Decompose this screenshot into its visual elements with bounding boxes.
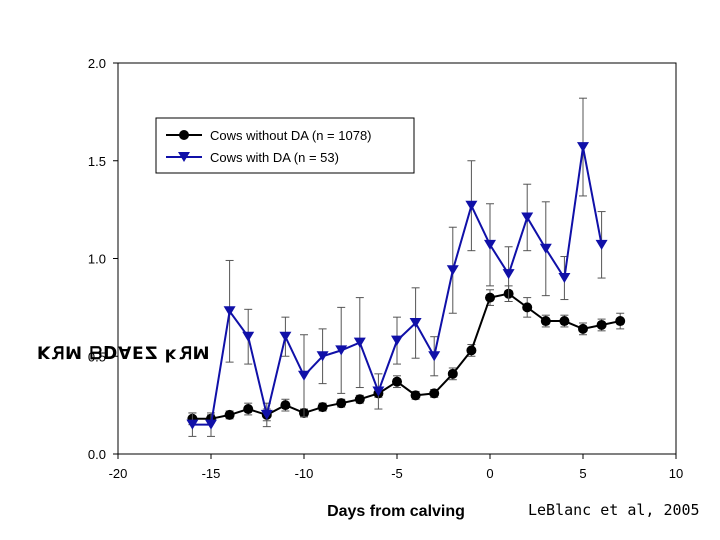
data-point xyxy=(540,316,551,327)
x-tick-label: -5 xyxy=(391,466,403,481)
y-tick-label: 1.5 xyxy=(88,154,106,169)
data-point xyxy=(428,351,441,362)
series-1 xyxy=(186,97,608,437)
data-point xyxy=(466,345,477,356)
credit-text: LeBlanc et al, 2005 xyxy=(528,501,700,519)
data-point xyxy=(242,331,255,342)
data-point xyxy=(522,302,533,313)
x-tick-label: -20 xyxy=(109,466,128,481)
data-point xyxy=(465,200,478,211)
data-point xyxy=(298,370,310,381)
axes: -20 -15 -10 -5 0 5 10 0.0 0.5 1.0 1.5 2.0 xyxy=(88,56,683,481)
legend-label-without-da: Cows without DA (n = 1078) xyxy=(210,128,372,143)
y-tick-label: 2.0 xyxy=(88,56,106,71)
data-point xyxy=(595,239,608,250)
data-point xyxy=(205,419,217,430)
data-point xyxy=(354,394,365,405)
data-point xyxy=(559,316,570,327)
x-tick-label: -15 xyxy=(202,466,221,481)
data-point xyxy=(446,265,459,276)
data-point xyxy=(577,142,589,153)
x-tick-label: -10 xyxy=(295,466,314,481)
data-point xyxy=(391,335,403,346)
data-point xyxy=(558,273,571,284)
data-point xyxy=(223,306,236,317)
y-tick-label: 0.0 xyxy=(88,447,106,462)
data-point xyxy=(372,386,385,397)
legend-label-with-da: Cows with DA (n = 53) xyxy=(210,150,339,165)
y-tick-label: 1.0 xyxy=(88,252,106,267)
legend-marker-with-da xyxy=(178,152,190,162)
series-line xyxy=(192,292,621,420)
data-point xyxy=(429,388,440,399)
data-point xyxy=(279,331,292,342)
data-point xyxy=(224,409,235,420)
legend: Cows without DA (n = 1078) Cows with DA … xyxy=(155,117,415,174)
data-point xyxy=(316,351,329,362)
data-point xyxy=(539,243,552,254)
data-point xyxy=(615,316,626,327)
x-tick-label: 10 xyxy=(669,466,683,481)
data-point xyxy=(335,345,348,356)
data-point xyxy=(317,402,328,413)
data-point xyxy=(280,400,291,411)
data-point xyxy=(521,212,534,223)
data-point xyxy=(353,337,366,348)
data-point xyxy=(484,239,496,250)
x-tick-label: 5 xyxy=(579,466,586,481)
data-point xyxy=(243,404,254,415)
data-point xyxy=(596,319,607,330)
legend-marker-without-da xyxy=(179,130,189,140)
data-point xyxy=(409,318,422,329)
x-tick-label: 0 xyxy=(486,466,493,481)
data-point xyxy=(336,398,347,409)
data-point xyxy=(485,292,495,303)
data-point xyxy=(410,390,421,401)
legend-box xyxy=(155,117,415,174)
data-point xyxy=(186,419,199,430)
data-point xyxy=(578,323,588,334)
series-layer xyxy=(186,97,626,437)
garbled-y-label: ꟽᎡʞ ZƎⱯᗡᗺ ꟽᎡꓘ xyxy=(36,344,210,364)
data-point xyxy=(447,368,458,379)
data-point xyxy=(502,269,515,280)
data-point xyxy=(260,409,273,420)
y-tick-label: 0.5 xyxy=(88,349,106,364)
x-axis-title: Days from calving xyxy=(327,503,465,520)
data-point xyxy=(392,376,402,387)
